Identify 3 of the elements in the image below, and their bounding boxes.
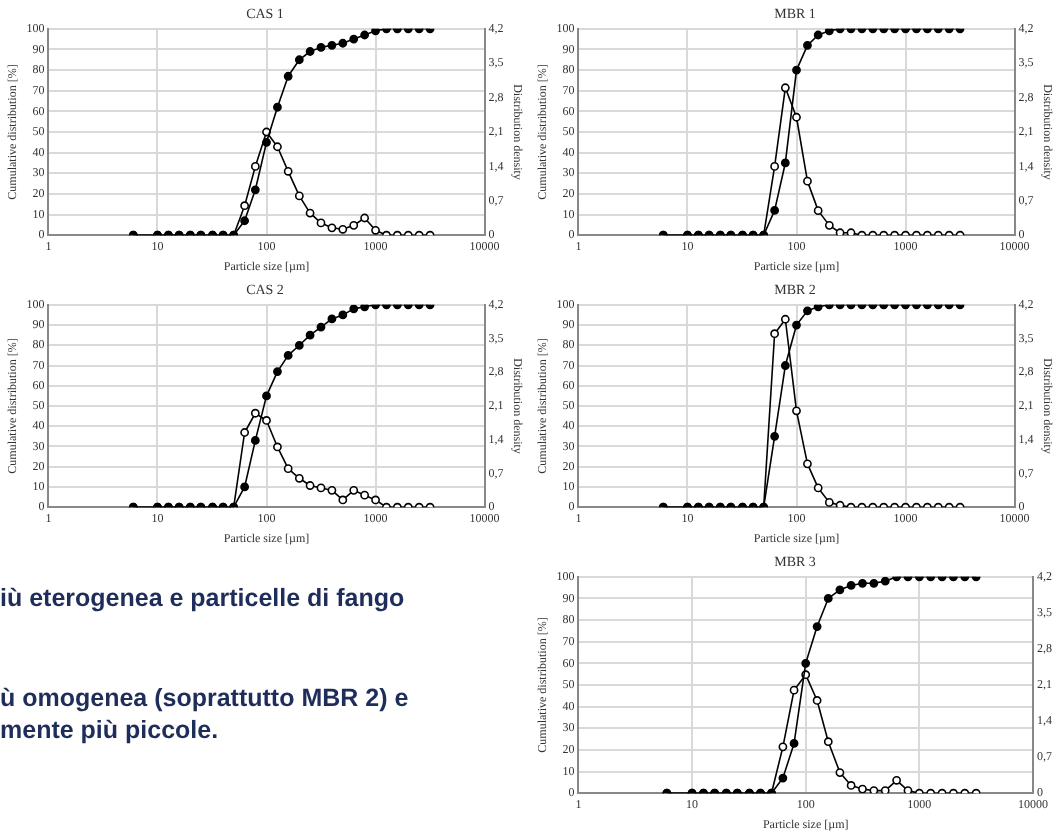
text: ù omogenea (soprattutto MBR 2) e — [0, 684, 411, 712]
text: mente più piccole. — [0, 716, 221, 744]
text: iù eterogenea e particelle di fango — [0, 584, 407, 612]
